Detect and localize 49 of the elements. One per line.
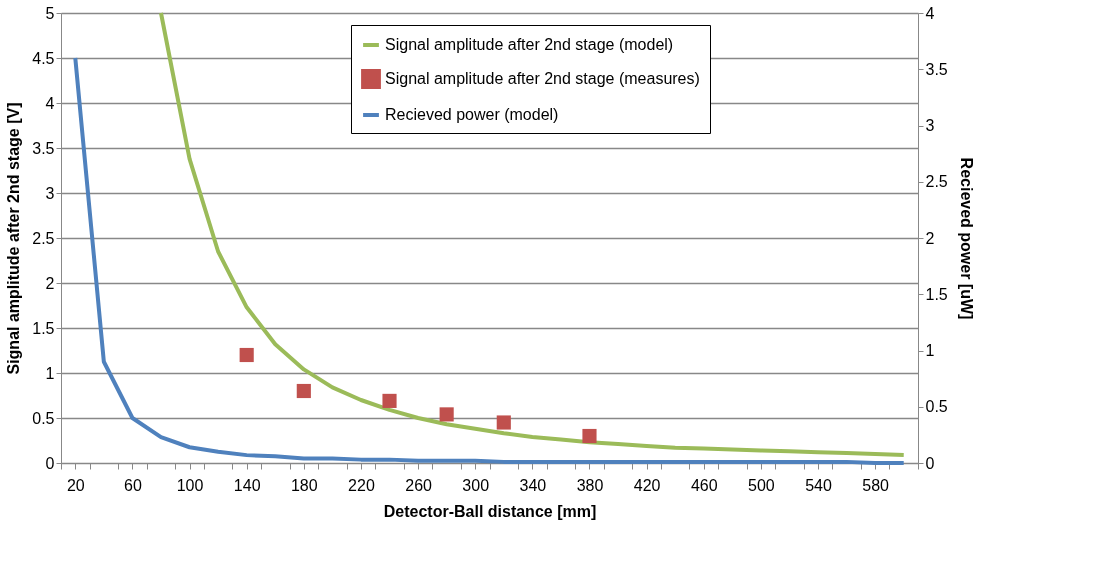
- x-tick-label: 140: [233, 476, 261, 494]
- point: [582, 428, 597, 444]
- x-tick-label: 180: [290, 476, 318, 494]
- y2-tick-label: 3.5: [925, 60, 948, 78]
- x-tick-label: 20: [66, 476, 85, 494]
- x-tick-label: 60: [124, 476, 142, 494]
- x-tick-label: 100: [176, 476, 204, 494]
- x-tick-label: 380: [576, 476, 604, 494]
- x-tick-label: 540: [805, 476, 832, 494]
- x-tick-label: 340: [519, 476, 547, 494]
- y2-tick-label: 1.5: [925, 285, 948, 303]
- y-tick-label: 3.5: [32, 139, 55, 157]
- y-tick-label: 1.5: [32, 319, 55, 337]
- y-tick-label: 1: [45, 364, 55, 382]
- y2-axis-title: Recieved power [uW]: [957, 157, 975, 320]
- y-tick-label: 3: [45, 184, 55, 202]
- y2-tick-label: 1: [925, 342, 935, 359]
- point: [296, 383, 311, 399]
- y2-tick-label: 4: [925, 4, 935, 22]
- y2-tick-label: 2: [925, 229, 935, 247]
- x-axis-title: Detector-Ball distance [mm]: [383, 502, 597, 520]
- x-tick-label: 460: [690, 476, 718, 494]
- x-tick-label: 260: [405, 476, 433, 494]
- point: [496, 415, 511, 430]
- y2-tick-label: 0: [925, 454, 935, 472]
- y2-tick-label: 3: [925, 117, 935, 134]
- y2-tick-label: 0.5: [925, 398, 948, 416]
- y-axis-title: Signal amplitude after 2nd stage [V]: [5, 102, 23, 375]
- y-tick-label: 2: [45, 274, 55, 292]
- x-tick-label: 300: [462, 476, 490, 494]
- x-tick-label: 220: [348, 476, 375, 494]
- line-series: [158, 11, 906, 457]
- x-tick-label: 500: [748, 476, 775, 494]
- legend-label: Signal amplitude after 2nd stage (model): [385, 36, 674, 53]
- point: [382, 393, 397, 408]
- point: [239, 347, 254, 363]
- y-tick-label: 0.5: [32, 409, 55, 427]
- y-tick-label: 4.5: [32, 49, 55, 67]
- x-tick-label: 580: [862, 476, 890, 494]
- y-tick-label: 2.5: [32, 229, 55, 247]
- point: [439, 407, 454, 422]
- legend-label: Signal amplitude after 2nd stage (measures): [385, 70, 700, 87]
- y-tick-label: 0: [45, 454, 55, 472]
- y-tick-label: 4: [45, 94, 55, 112]
- x-tick-label: 420: [633, 476, 661, 494]
- y-tick-label: 5: [45, 4, 55, 22]
- y2-tick-label: 2.5: [925, 173, 948, 191]
- legend-label: Recieved power (model): [385, 106, 559, 123]
- line-series: [73, 56, 906, 465]
